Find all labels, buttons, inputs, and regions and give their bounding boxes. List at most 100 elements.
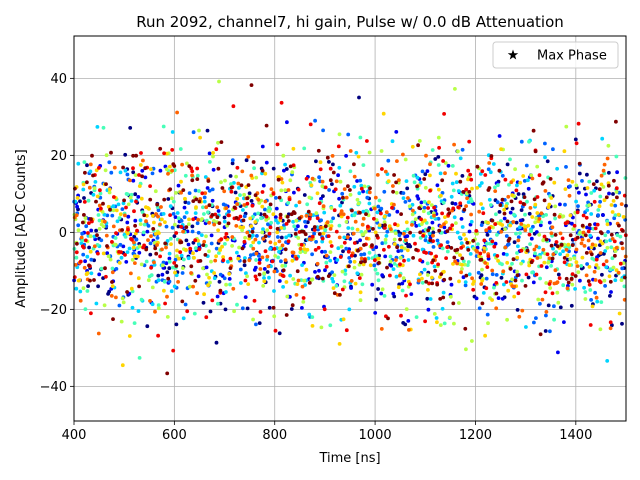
- data-point: [78, 259, 83, 264]
- data-point: [603, 233, 608, 238]
- data-point: [323, 185, 328, 190]
- data-point: [131, 245, 136, 250]
- data-point: [420, 169, 425, 174]
- data-point: [117, 303, 122, 308]
- data-point: [344, 246, 349, 251]
- data-point: [396, 285, 401, 290]
- data-point: [246, 154, 251, 159]
- data-point: [353, 281, 358, 286]
- data-point: [258, 267, 263, 271]
- data-point: [511, 220, 516, 224]
- data-point: [284, 235, 288, 240]
- data-point: [406, 319, 411, 323]
- data-point: [261, 183, 266, 188]
- data-point: [479, 202, 483, 206]
- data-point: [413, 241, 417, 246]
- data-point: [262, 212, 267, 217]
- data-point: [156, 278, 161, 283]
- data-point: [563, 202, 567, 207]
- data-point: [230, 235, 235, 239]
- data-point: [490, 218, 495, 223]
- data-point: [564, 247, 569, 252]
- data-point: [86, 231, 90, 235]
- data-point: [253, 220, 258, 224]
- data-point: [609, 245, 614, 250]
- y-tick-label: −20: [40, 303, 67, 318]
- data-point: [440, 306, 445, 311]
- data-point: [361, 209, 366, 214]
- data-point: [283, 188, 288, 193]
- data-point: [133, 261, 137, 265]
- data-point: [317, 232, 322, 236]
- data-point: [197, 247, 202, 252]
- data-point: [180, 271, 185, 275]
- data-point: [326, 234, 331, 239]
- data-point: [483, 261, 488, 265]
- data-point: [98, 188, 102, 193]
- data-point: [488, 241, 492, 246]
- data-point: [611, 265, 616, 270]
- data-point: [324, 264, 329, 269]
- data-point: [318, 225, 323, 230]
- data-point: [610, 210, 615, 214]
- data-point: [445, 245, 450, 250]
- data-point: [469, 219, 474, 224]
- data-point: [451, 206, 456, 211]
- data-point: [85, 163, 89, 168]
- data-point: [500, 197, 505, 202]
- data-point: [110, 280, 114, 284]
- data-point: [458, 253, 462, 257]
- data-point: [399, 245, 404, 250]
- data-point: [537, 214, 541, 218]
- data-point: [466, 177, 470, 182]
- data-point: [273, 254, 278, 258]
- data-point: [181, 266, 185, 270]
- data-point: [188, 284, 192, 289]
- data-point: [320, 276, 325, 281]
- data-point: [467, 229, 472, 234]
- data-point: [228, 266, 233, 270]
- data-point: [255, 234, 259, 238]
- data-point: [110, 266, 115, 271]
- data-point: [258, 310, 263, 314]
- data-point: [245, 274, 250, 279]
- data-point: [398, 255, 403, 260]
- data-point: [123, 168, 128, 173]
- data-point: [137, 284, 142, 289]
- data-point: [114, 295, 118, 300]
- data-point: [89, 228, 94, 233]
- data-point: [103, 168, 108, 173]
- data-point: [310, 176, 315, 181]
- data-point: [243, 278, 248, 283]
- data-point: [85, 180, 89, 185]
- data-point: [125, 231, 130, 236]
- data-point: [120, 228, 124, 232]
- data-point: [249, 244, 253, 248]
- data-point: [418, 272, 422, 277]
- data-point: [251, 233, 255, 238]
- data-point: [165, 294, 169, 299]
- data-point: [544, 213, 548, 217]
- data-point: [287, 197, 292, 202]
- data-point: [430, 226, 435, 231]
- data-point: [539, 264, 544, 268]
- data-point: [241, 218, 246, 223]
- data-point: [480, 278, 484, 283]
- data-point: [512, 284, 517, 289]
- data-point: [195, 166, 200, 171]
- data-point: [355, 197, 360, 202]
- data-point: [156, 306, 161, 311]
- data-point: [108, 207, 112, 212]
- data-point: [156, 333, 161, 338]
- data-point: [168, 164, 172, 169]
- data-point: [123, 213, 127, 218]
- data-point: [109, 170, 114, 175]
- data-point: [230, 161, 235, 166]
- data-point: [602, 198, 607, 203]
- data-point: [257, 261, 262, 265]
- data-point: [427, 231, 432, 236]
- data-point: [382, 189, 387, 194]
- data-point: [273, 215, 278, 220]
- data-point: [163, 301, 168, 306]
- data-point: [306, 209, 311, 214]
